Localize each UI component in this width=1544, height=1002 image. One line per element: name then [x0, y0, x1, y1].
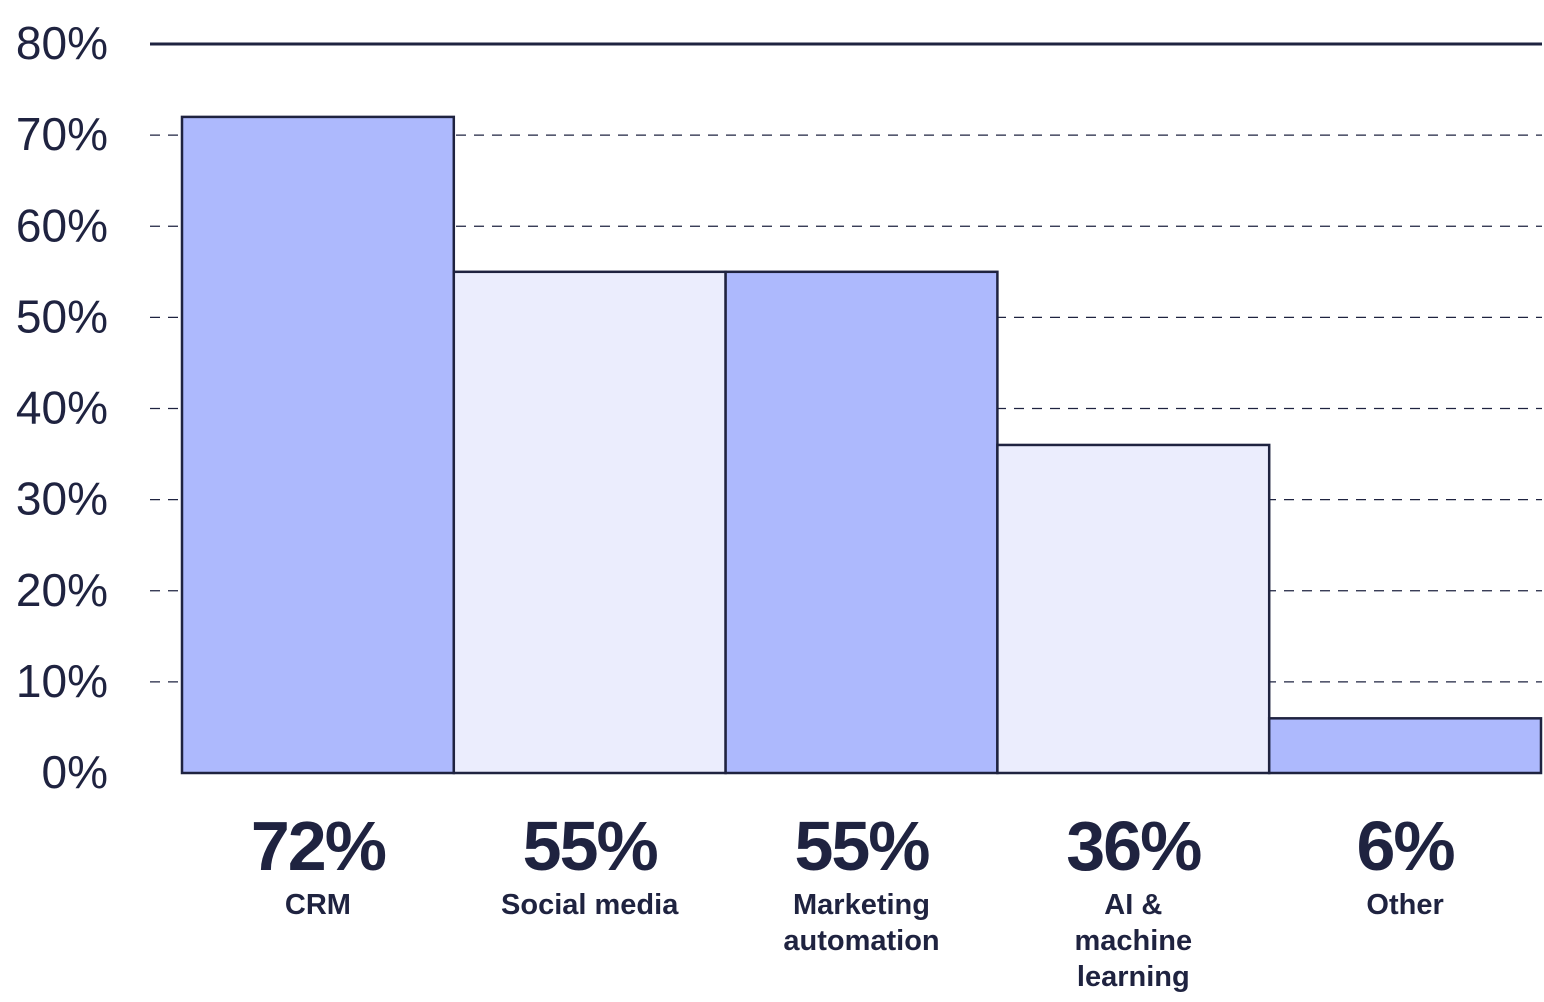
- category-label: CRM: [285, 889, 351, 921]
- grid-lines: [150, 42, 1542, 683]
- y-tick-label: 20%: [16, 564, 108, 616]
- y-tick-label: 40%: [16, 382, 108, 434]
- y-tick-label: 70%: [16, 108, 108, 160]
- bar-labels: 72% CRM 55% Social media 55% Marketing automat…: [251, 807, 1457, 993]
- bar-value-label: 36%: [1066, 807, 1201, 885]
- category-label: Other: [1366, 889, 1443, 921]
- y-tick-label: 50%: [16, 290, 108, 342]
- bar-2: [724, 270, 999, 775]
- category-label: learning: [1077, 961, 1190, 993]
- y-tick-label: 80%: [16, 17, 108, 69]
- category-label: automation: [783, 925, 939, 957]
- bar-value-label: 72%: [251, 807, 386, 885]
- y-axis-ticks: 0% 10% 20% 30% 40% 50% 60% 70% 80%: [16, 17, 108, 798]
- bar-value-label: 55%: [794, 807, 929, 885]
- category-label: AI &: [1104, 889, 1162, 921]
- bar-4: [1267, 717, 1543, 775]
- category-label: Social media: [501, 889, 679, 921]
- bar-3: [996, 443, 1271, 775]
- bar-0: [180, 115, 456, 775]
- bars: [180, 115, 1543, 775]
- y-tick-label: 10%: [16, 655, 108, 707]
- bar-1: [452, 270, 727, 775]
- category-label: machine: [1074, 925, 1192, 957]
- bar-value-label: 55%: [523, 807, 658, 885]
- bar-value-label: 6%: [1357, 807, 1455, 885]
- y-tick-label: 0%: [42, 746, 108, 798]
- y-tick-label: 30%: [16, 473, 108, 525]
- category-label: Marketing: [793, 889, 930, 921]
- y-tick-label: 60%: [16, 199, 108, 251]
